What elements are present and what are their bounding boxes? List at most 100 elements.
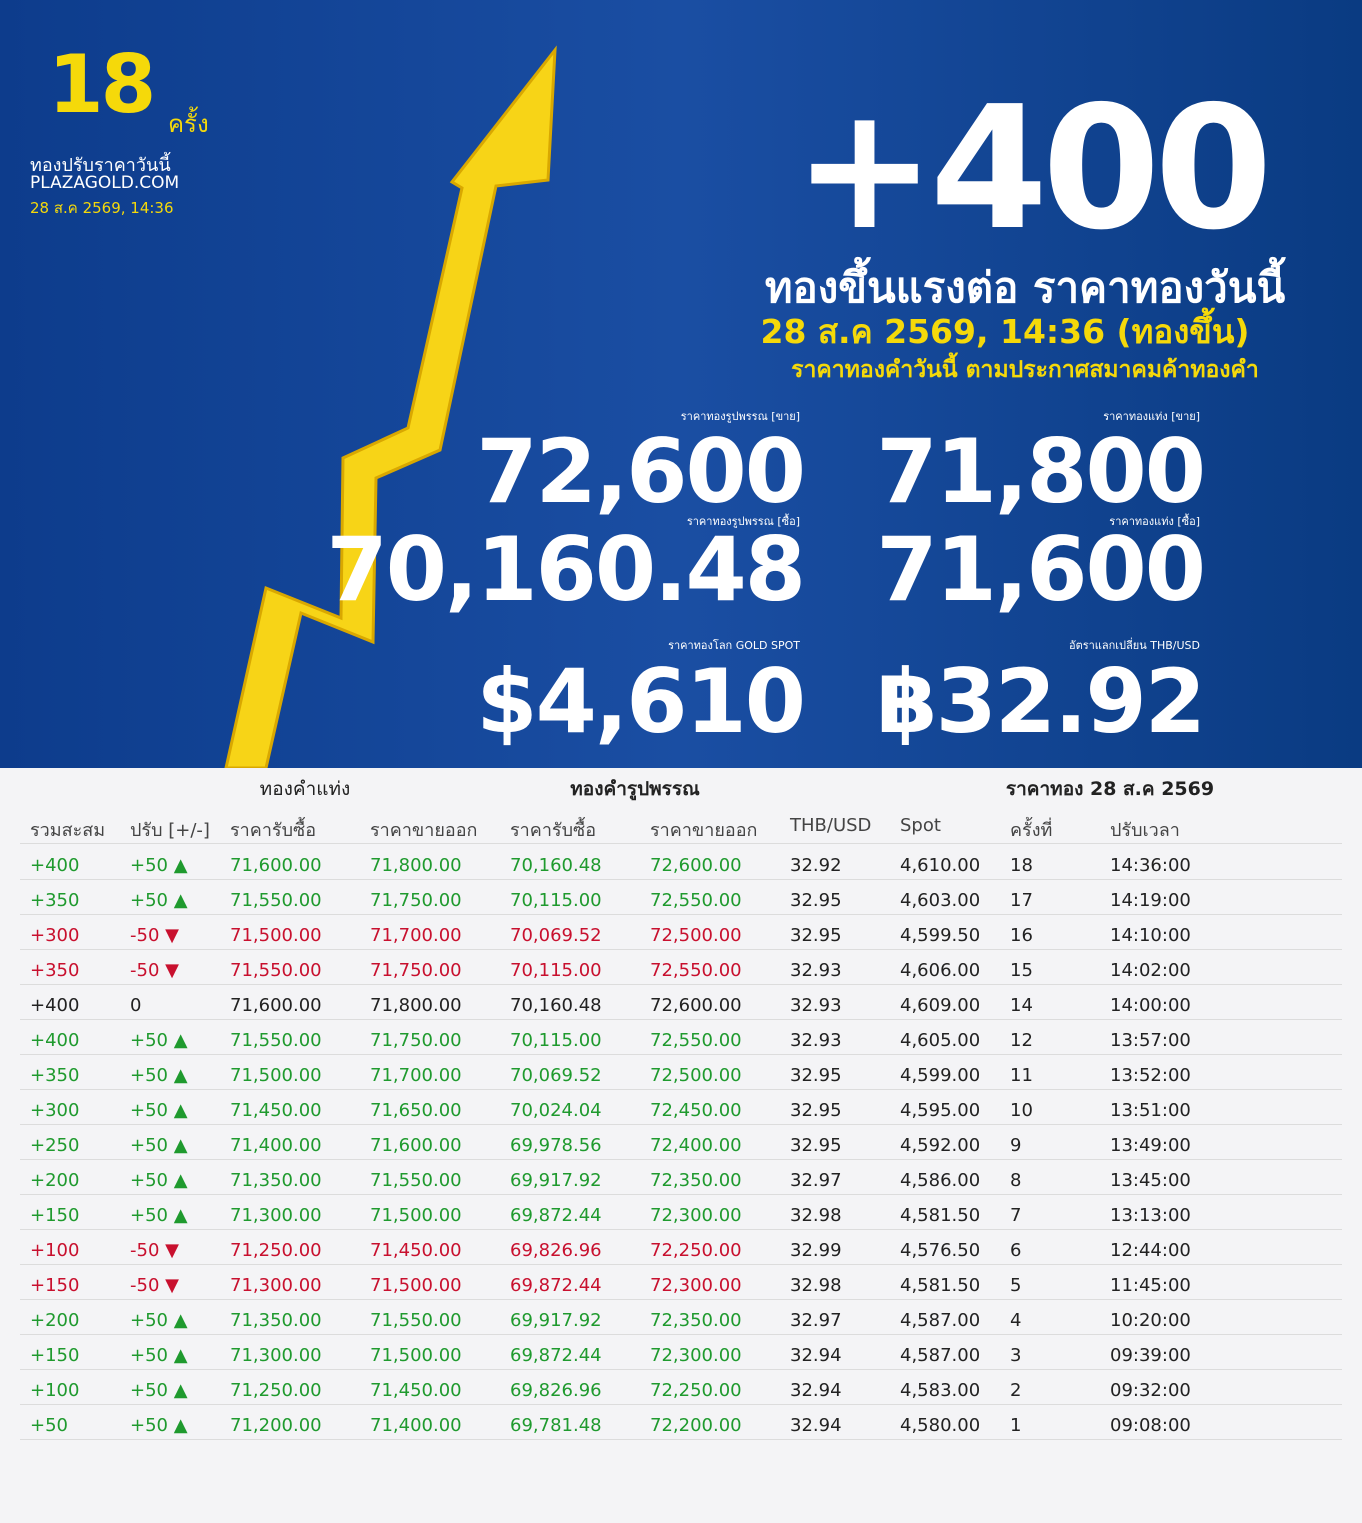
table-cell: 12 [1010,1030,1033,1051]
table-cell: 71,750.00 [370,960,462,981]
table-row [20,1160,1342,1195]
price-value: ฿32.92 [876,650,1206,753]
table-cell: 7 [1010,1205,1022,1226]
datetime: 28 ส.ค 2569, 14:36 [30,199,174,217]
table-cell: 3 [1010,1345,1022,1366]
table-cell: 71,600.00 [370,1135,462,1156]
price-value: $4,610 [476,650,806,753]
table-cell: -50 ▼ [130,960,179,981]
table-cell: 4,586.00 [900,1170,981,1191]
table-cell: 4,576.50 [900,1240,981,1261]
table-cell: 71,800.00 [370,855,462,876]
table-cell: 10:20:00 [1110,1310,1191,1331]
table-cell: 70,115.00 [510,1030,602,1051]
table-cell: 71,400.00 [230,1135,322,1156]
table-cell: 70,024.04 [510,1100,602,1121]
table-cell: 72,550.00 [650,890,742,911]
table-cell: +50 ▲ [130,1065,188,1086]
table-row [20,950,1342,985]
table-cell: 72,300.00 [650,1345,742,1366]
table-cell: 4,583.00 [900,1380,981,1401]
price-label: อัตราแลกเปลี่ยน THB/USD [1068,639,1200,652]
table-cell: 14:19:00 [1110,890,1191,911]
table-cell: 72,300.00 [650,1275,742,1296]
price-value: 71,600 [876,518,1206,621]
table-cell: 71,700.00 [370,1065,462,1086]
table-cell: +200 [30,1310,80,1331]
table-cell: 32.94 [790,1415,842,1436]
table-cell: 32.93 [790,960,842,981]
table-cell: 14:02:00 [1110,960,1191,981]
table-cell: 13:13:00 [1110,1205,1191,1226]
table-cell: 32.95 [790,890,842,911]
table-cell: 32.95 [790,925,842,946]
table-cell: 71,500.00 [370,1345,462,1366]
headline-note: ราคาทองคำวันนี้ ตามประกาศสมาคมค้าทองคำ [791,357,1259,383]
table-cell: +50 ▲ [130,1135,188,1156]
table-cell: 72,550.00 [650,960,742,981]
table-cell: 70,069.52 [510,925,602,946]
headline-title: ทองขึ้นแรงต่อ ราคาทองวันนี้ [764,263,1286,312]
table-row [20,1055,1342,1090]
table-row [20,1020,1342,1055]
table-cell: 72,500.00 [650,925,742,946]
table-cell: 71,350.00 [230,1170,322,1191]
table-cell: 18 [1010,855,1033,876]
table-cell: +50 ▲ [130,1415,188,1436]
table-cell: +400 [30,1030,80,1051]
table-cell: 0 [130,995,142,1016]
table-cell: 09:08:00 [1110,1415,1191,1436]
price-value: 70,160.48 [326,518,806,621]
table-cell: 32.99 [790,1240,842,1261]
table-cell: +50 ▲ [130,1030,188,1051]
price-label: ราคาทองแท่ง [ซื้อ] [1109,515,1200,528]
table-cell: 2 [1010,1380,1022,1401]
table-cell: 71,450.00 [230,1100,322,1121]
table-cell: 32.94 [790,1380,842,1401]
table-cell: +100 [30,1380,80,1401]
table-cell: 10 [1010,1100,1033,1121]
column-header: ปรับ [+/-] [130,820,210,841]
table-cell: 69,917.92 [510,1310,602,1331]
table-cell: 69,781.48 [510,1415,602,1436]
table-cell: 71,750.00 [370,1030,462,1051]
table-cell: 70,160.48 [510,995,602,1016]
table-cell: 32.93 [790,1030,842,1051]
table-cell: -50 ▼ [130,1240,179,1261]
price-label: ราคาทองรูปพรรณ [ขาย] [680,410,800,423]
column-header: ราคาขายออก [370,820,478,841]
table-row [20,880,1342,915]
table-cell: 71,400.00 [370,1415,462,1436]
table-cell: 4,599.50 [900,925,981,946]
price-label: ราคาทองแท่ง [ขาย] [1103,410,1200,423]
table-cell: 4,592.00 [900,1135,981,1156]
table-cell: 8 [1010,1170,1022,1191]
table-cell: 71,200.00 [230,1415,322,1436]
table-cell: 69,826.96 [510,1240,602,1261]
table-cell: 71,300.00 [230,1345,322,1366]
table-cell: 17 [1010,890,1033,911]
table-cell: 72,500.00 [650,1065,742,1086]
table-cell: 71,600.00 [230,855,322,876]
price-label: ราคาทองรูปพรรณ [ซื้อ] [686,515,800,528]
table-cell: 14:36:00 [1110,855,1191,876]
table-cell: 69,872.44 [510,1345,602,1366]
table-cell: 72,250.00 [650,1380,742,1401]
table-cell: +400 [30,995,80,1016]
table-row [20,845,1342,880]
column-header: รวมสะสม [30,820,106,841]
table-cell: 14:00:00 [1110,995,1191,1016]
table-cell: 72,400.00 [650,1135,742,1156]
table-cell: +50 ▲ [130,1380,188,1401]
table-cell: +50 ▲ [130,1100,188,1121]
table-cell: +50 ▲ [130,1345,188,1366]
table-cell: 32.97 [790,1310,842,1331]
table-cell: +50 ▲ [130,1310,188,1331]
table-row [20,1090,1342,1125]
hero-banner: 18 ครั้ง ทองปรับราคาวันนี้ PLAZAGOLD.COM 28 … [0,0,1362,768]
table-cell: 13:45:00 [1110,1170,1191,1191]
table-cell: +50 ▲ [130,1205,188,1226]
table-cell: 32.95 [790,1135,842,1156]
table-cell: 1 [1010,1415,1022,1436]
table-cell: +50 [30,1415,68,1436]
